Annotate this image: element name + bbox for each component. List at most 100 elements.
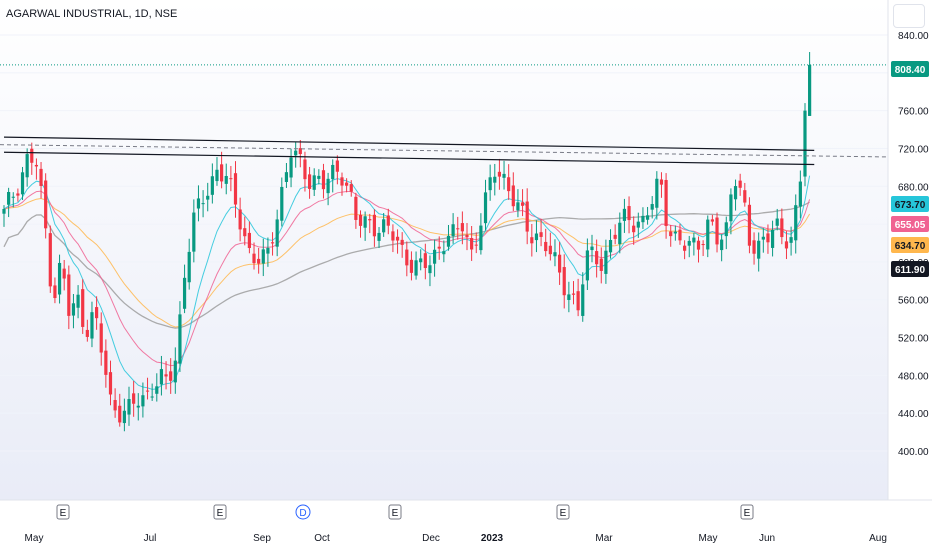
candle-body: [456, 228, 460, 230]
earnings-marker[interactable]: E: [388, 504, 402, 520]
candle-body: [743, 190, 747, 203]
candle-body: [39, 168, 43, 186]
candle-body: [673, 231, 677, 234]
price-label-bg: [891, 261, 929, 277]
candle-body: [562, 267, 566, 296]
candle-body: [326, 178, 330, 194]
candle-body: [428, 265, 432, 274]
candle-body: [363, 216, 367, 228]
y-tick-label: 840.00: [898, 31, 929, 42]
candle-body: [155, 386, 159, 394]
x-tick-label: Mar: [595, 533, 613, 544]
earnings-marker-label: E: [560, 508, 567, 519]
candle-body: [636, 221, 640, 228]
candle-body: [571, 293, 576, 295]
candle-body: [252, 253, 256, 264]
candle-body: [696, 240, 701, 250]
candle-body: [145, 390, 150, 392]
candle-body: [215, 169, 219, 182]
dashed-midline: [0, 144, 889, 158]
candle-body: [507, 177, 511, 192]
candle-body: [372, 214, 376, 237]
candle-body: [243, 228, 247, 237]
candle-body: [132, 393, 136, 404]
y-tick-label: 400.00: [898, 447, 929, 458]
earnings-marker-box: [740, 504, 754, 520]
candle-body: [488, 177, 492, 191]
candle-body: [275, 219, 279, 247]
candle-body: [465, 234, 469, 238]
candle-body: [178, 314, 182, 364]
earnings-marker[interactable]: E: [740, 504, 754, 520]
candle-body: [229, 178, 233, 180]
candle-body: [257, 258, 261, 264]
candle-body: [331, 164, 335, 180]
candle-body: [798, 181, 802, 207]
y-tick-label: 760.00: [898, 107, 929, 118]
candle-body: [16, 193, 20, 196]
candle-body: [113, 400, 117, 411]
candle-body: [247, 232, 251, 249]
candle-body: [261, 249, 265, 264]
price-label: 808.40: [895, 65, 926, 76]
earnings-marker-label: E: [217, 508, 224, 519]
candle-body: [169, 371, 173, 381]
candle-body: [280, 186, 284, 221]
candle-body: [192, 212, 196, 252]
earnings-marker[interactable]: E: [56, 504, 70, 520]
earnings-marker[interactable]: E: [213, 504, 227, 520]
candle-body: [289, 157, 293, 178]
earnings-marker[interactable]: E: [556, 504, 570, 520]
candle-body: [345, 182, 349, 186]
price-label: 634.70: [895, 241, 926, 252]
x-tick-label: 2023: [481, 533, 504, 544]
candle-body: [164, 374, 168, 377]
candle-body: [701, 244, 705, 246]
price-labels: 808.40 673.70 655.05 634.70 611.90: [891, 61, 929, 277]
trendlines[interactable]: [0, 64, 889, 166]
candle-body: [400, 239, 404, 245]
candle-body: [618, 222, 622, 245]
candle-body: [432, 249, 437, 264]
candle-body: [34, 164, 39, 167]
candle-body: [553, 252, 557, 257]
candle-body: [724, 222, 728, 237]
candle-body: [20, 172, 25, 195]
settings-button[interactable]: [893, 4, 925, 28]
candle-body: [502, 173, 506, 178]
trendline[interactable]: [3, 136, 815, 151]
candle-body: [576, 291, 580, 311]
earnings-marker-label: E: [60, 508, 67, 519]
candle-body: [419, 258, 423, 263]
dividend-marker[interactable]: D: [295, 504, 311, 520]
candle-body: [7, 191, 11, 205]
candle-body: [354, 196, 358, 220]
candle-body: [414, 260, 418, 276]
candle-body: [808, 64, 812, 116]
candle-body: [377, 232, 381, 241]
candle-body: [349, 184, 353, 192]
candle-body: [747, 204, 752, 246]
candle-body: [127, 399, 131, 415]
candle-body: [710, 219, 714, 222]
candle-body: [789, 237, 793, 243]
candle-body: [57, 262, 62, 295]
candle-body: [238, 209, 242, 230]
candle-body: [645, 215, 650, 220]
trendline[interactable]: [3, 151, 815, 166]
candle-body: [405, 249, 409, 266]
candle-body: [312, 175, 316, 190]
x-tick-label: Aug: [869, 533, 887, 544]
candle-body: [715, 217, 719, 245]
candle-body: [108, 372, 113, 395]
candle-body: [520, 202, 525, 206]
candle-body: [81, 289, 85, 327]
candle-body: [474, 244, 478, 246]
candle-body: [655, 178, 659, 208]
candle-body: [201, 203, 205, 205]
y-tick-label: 440.00: [898, 409, 929, 420]
candle-body: [493, 176, 497, 183]
